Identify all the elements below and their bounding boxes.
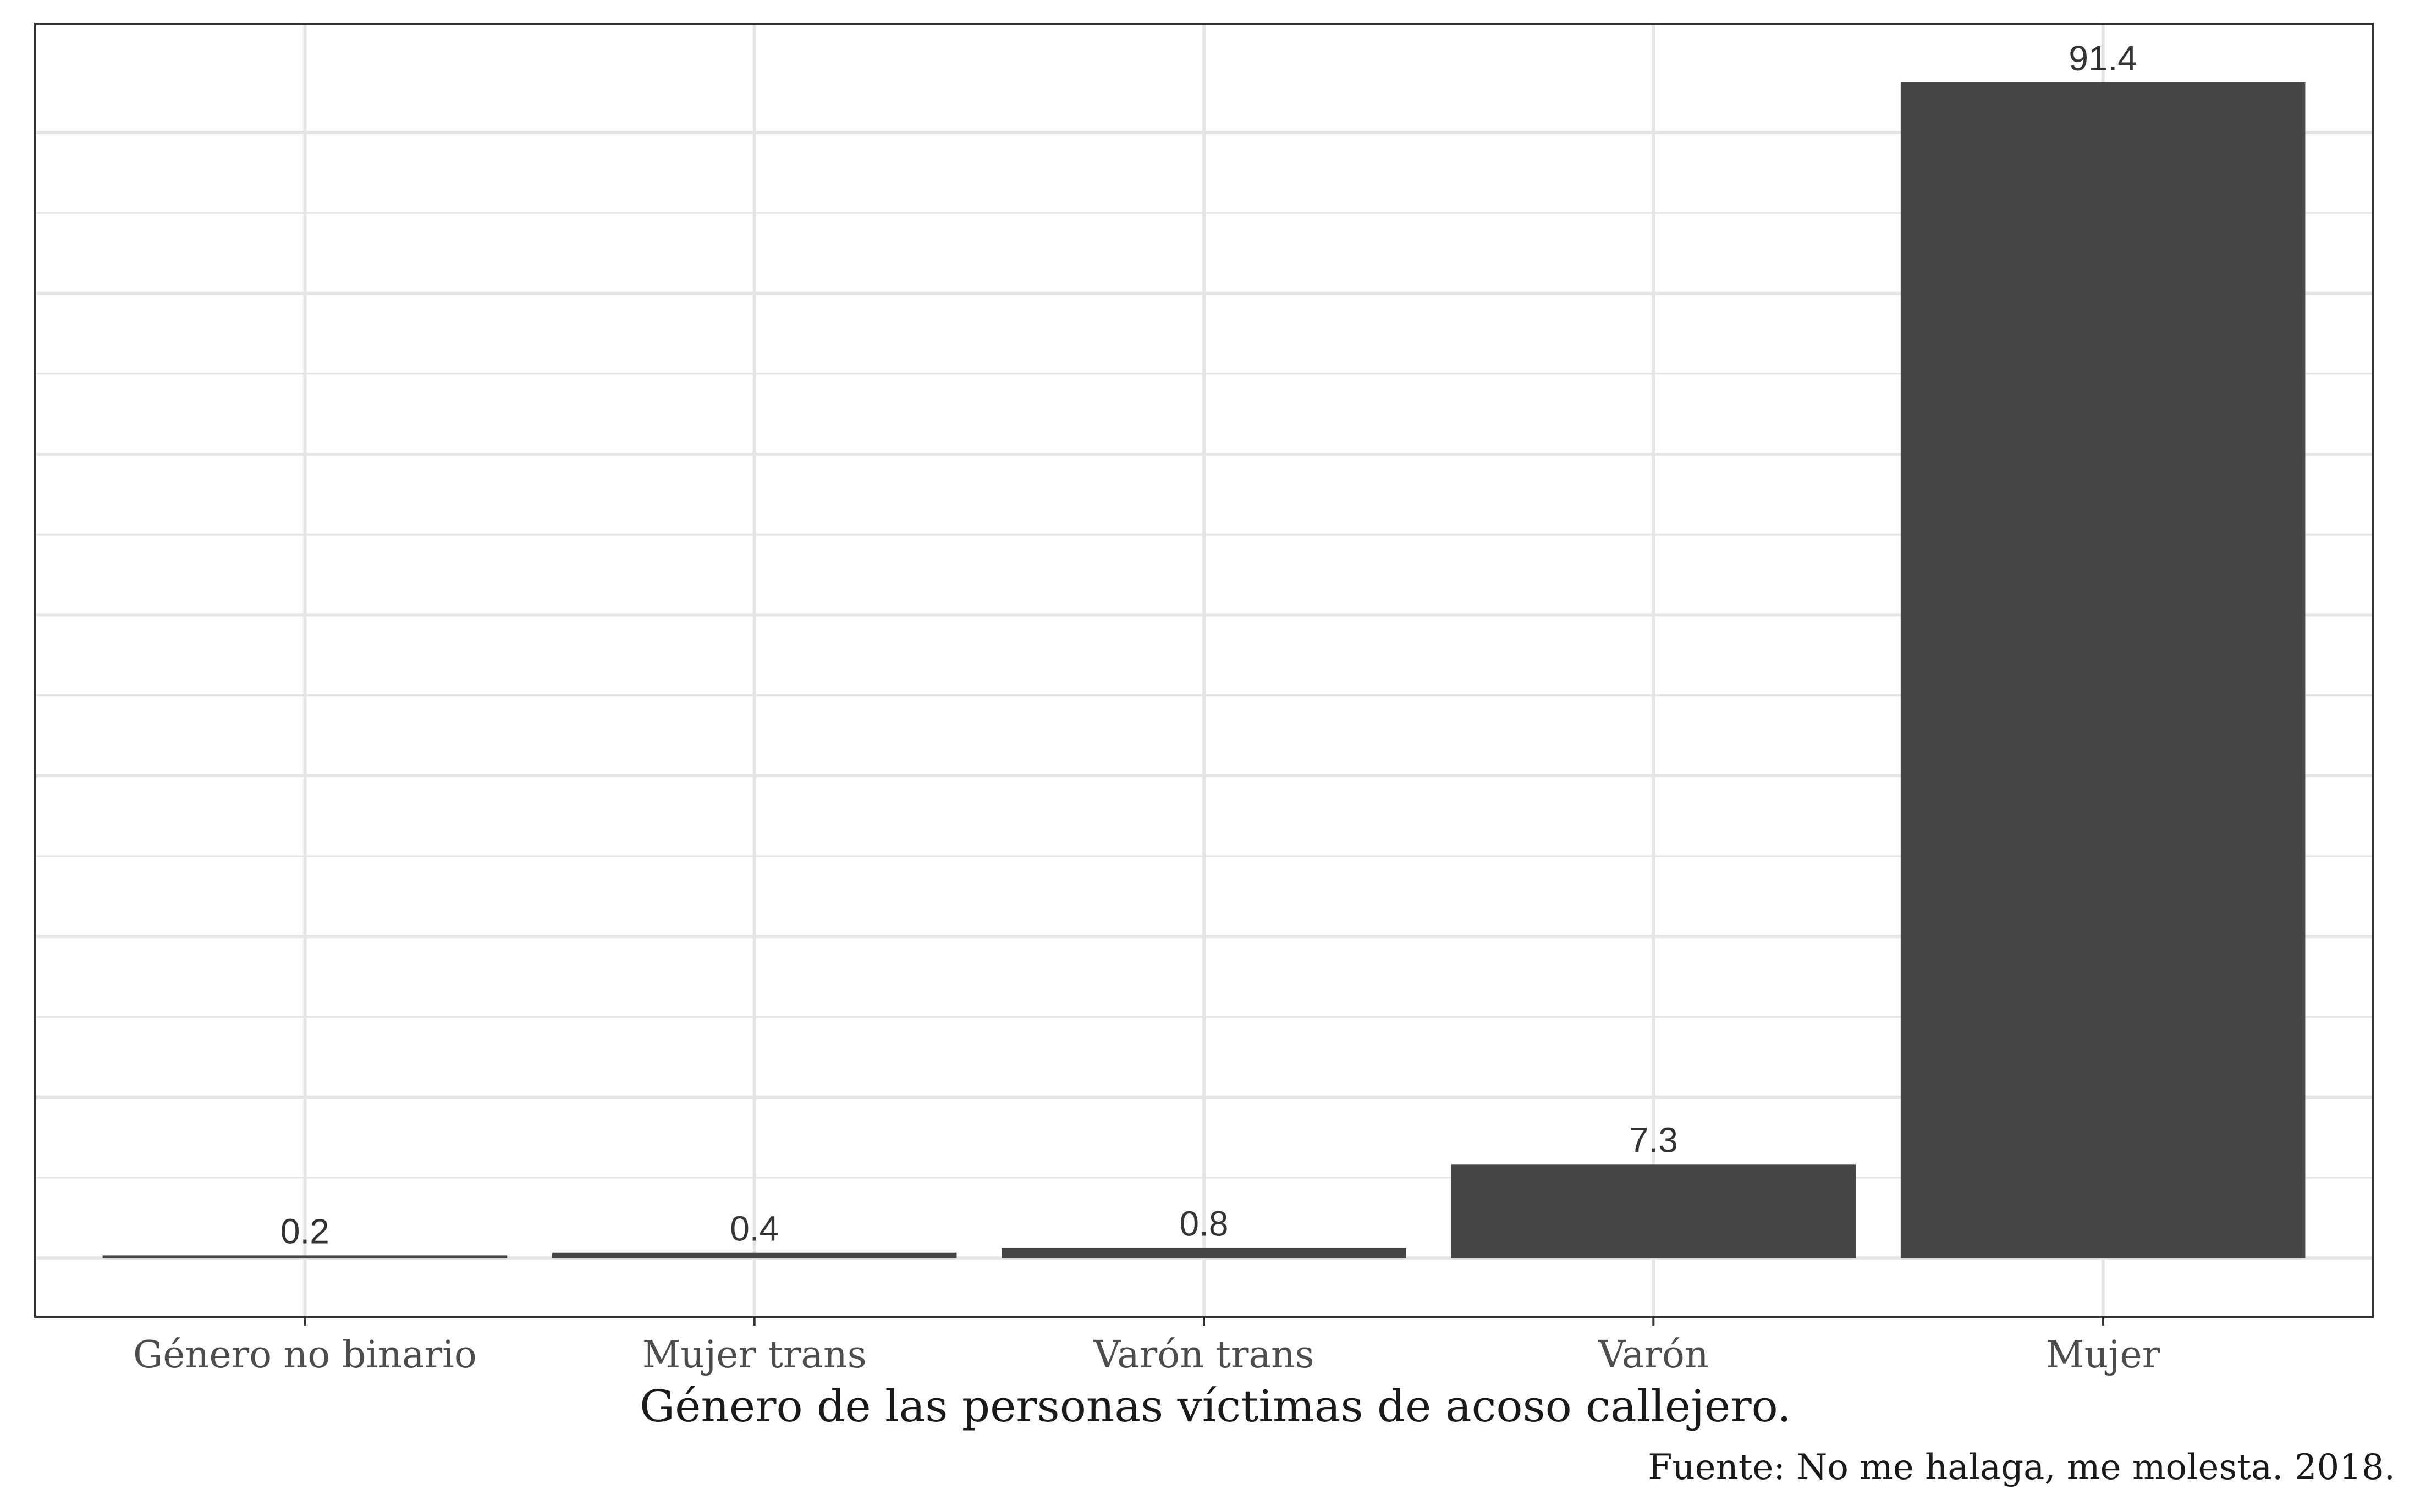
bar-value-label: 7.3 xyxy=(1629,1120,1678,1160)
x-axis-tick-labels: Género no binario Mujer trans Varón trans V… xyxy=(133,1333,2160,1377)
bar-value-label: 0.4 xyxy=(730,1209,779,1249)
x-tick-label: Varón trans xyxy=(1093,1333,1314,1377)
x-axis-ticks xyxy=(304,1317,2104,1326)
x-tick-label: Mujer trans xyxy=(642,1333,867,1377)
bar xyxy=(102,1255,508,1259)
bar-value-labels: 0.2 0.4 0.8 7.3 91.4 xyxy=(280,38,2137,1251)
x-tick-label: Mujer xyxy=(2046,1333,2160,1377)
x-axis-title: Género de las personas víctimas de acoso… xyxy=(640,1381,1791,1432)
chart-caption: Fuente: No me halaga, me molesta. 2018. xyxy=(1648,1447,2395,1488)
x-tick-label: Varón xyxy=(1598,1333,1709,1377)
bar xyxy=(552,1252,957,1259)
bar xyxy=(1002,1248,1406,1259)
bar-value-label: 0.2 xyxy=(280,1211,329,1251)
bar xyxy=(1451,1164,1856,1259)
bar-value-label: 91.4 xyxy=(2069,38,2137,78)
bars xyxy=(102,82,2306,1259)
x-tick-label: Género no binario xyxy=(133,1333,477,1377)
bar xyxy=(1900,82,2306,1259)
bar-value-label: 0.8 xyxy=(1180,1204,1229,1243)
